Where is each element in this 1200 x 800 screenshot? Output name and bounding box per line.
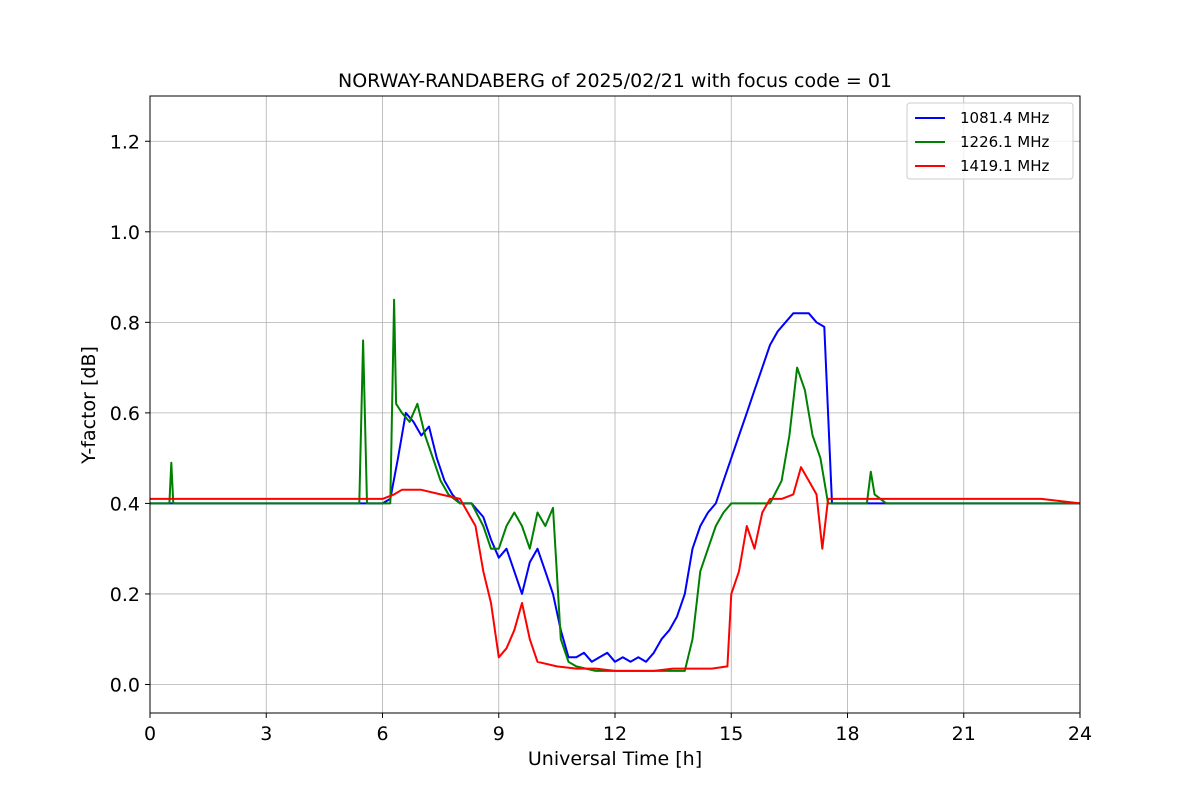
- y-tick-label: 0.2: [110, 584, 140, 606]
- x-axis-label: Universal Time [h]: [528, 748, 702, 770]
- chart-title: NORWAY-RANDABERG of 2025/02/21 with focu…: [338, 70, 892, 92]
- legend: 1081.4 MHz 1226.1 MHz 1419.1 MHz: [906, 102, 1074, 180]
- series-line-0: [150, 312, 1080, 663]
- x-tick-label: 6: [376, 723, 388, 745]
- x-axis-ticks: 0 3 6 9 12 15 18 21 24: [144, 713, 1092, 745]
- y-tick-label: 1.2: [110, 131, 140, 153]
- y-tick-label: 1.0: [110, 222, 140, 244]
- y-tick-label: 0.6: [110, 403, 140, 425]
- series-line-2: [150, 466, 1081, 672]
- x-tick-label: 18: [835, 723, 859, 745]
- y-tick-label: 0.8: [110, 312, 140, 334]
- x-tick-label: 9: [493, 723, 505, 745]
- x-tick-label: 15: [719, 723, 743, 745]
- x-tick-label: 21: [952, 723, 976, 745]
- legend-label: 1419.1 MHz: [960, 157, 1049, 175]
- legend-box: [906, 102, 1074, 180]
- y-tick-label: 0.4: [110, 493, 140, 515]
- legend-label: 1081.4 MHz: [960, 109, 1049, 127]
- x-tick-label: 0: [144, 723, 156, 745]
- x-tick-label: 3: [260, 723, 272, 745]
- y-axis-label: Y-factor [dB]: [78, 346, 100, 465]
- legend-label: 1226.1 MHz: [960, 133, 1049, 151]
- y-axis-ticks: 0.0 0.2 0.4 0.6 0.8 1.0 1.2: [110, 131, 150, 696]
- series-line-1: [150, 298, 1080, 672]
- y-tick-label: 0.0: [110, 674, 140, 696]
- x-tick-label: 12: [603, 723, 627, 745]
- x-tick-label: 24: [1068, 723, 1092, 745]
- plot-lines: [150, 298, 1081, 672]
